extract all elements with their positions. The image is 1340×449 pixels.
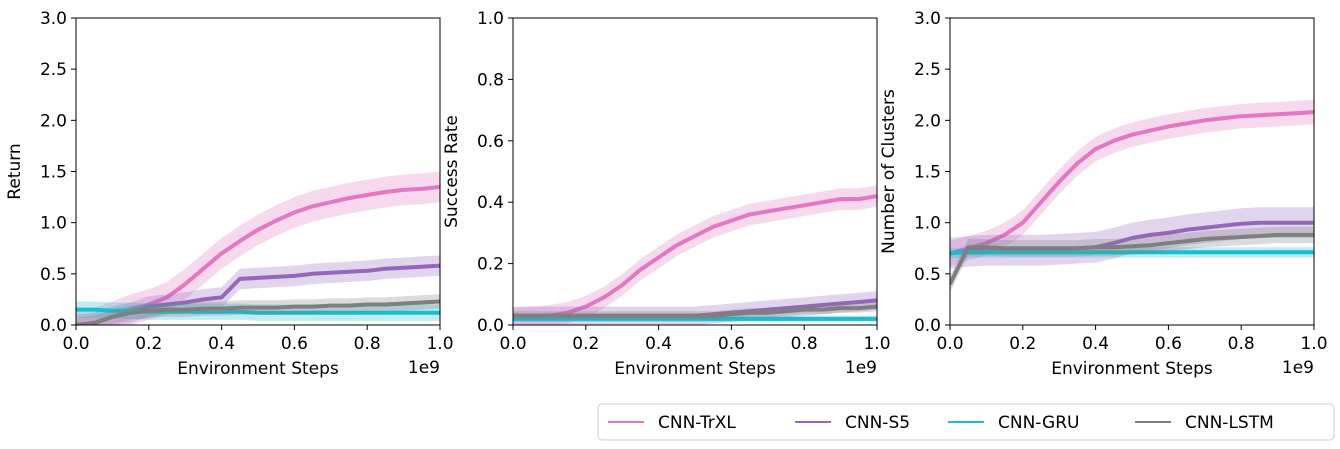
- chart-panel-3: 0.0 0.5 1.0 1.5 2.0 2.5 3.0 0.0 0.2 0.4 0.6 0.8 1.0 E…: [879, 9, 1328, 379]
- y-tick-label: 0.2: [477, 255, 504, 275]
- x-tick-label: 0.2: [1009, 334, 1036, 354]
- x-tick-label: 0.2: [572, 334, 599, 354]
- y-tick-label: 3.0: [914, 9, 941, 29]
- chart-panel-2: 0.0 0.2 0.4 0.6 0.8 1.0 0.0 0.2 0.4 0.6 0.8 1.0 Envi…: [442, 9, 891, 379]
- x-tick-label: 0.6: [718, 334, 745, 354]
- y-tick-label: 0.5: [914, 265, 941, 285]
- series-cnn-lstm: [76, 294, 440, 325]
- y-tick-label: 1.0: [914, 214, 941, 234]
- x-axis-label: Environment Steps: [1051, 359, 1213, 379]
- y-tick-label: 2.5: [914, 60, 941, 80]
- y-tick-label: 0.0: [477, 316, 504, 336]
- legend: CNN-TrXL CNN-S5 CNN-GRU CNN-LSTM: [597, 403, 1335, 441]
- y-tick-label: 2.0: [914, 111, 941, 131]
- y-tick-label: 0.4: [477, 193, 504, 213]
- confidence-band: [513, 185, 877, 325]
- y-tick-label: 0.6: [477, 132, 504, 152]
- chart-panels: 0.0 0.5 1.0 1.5 2.0 2.5 3.0 0.0 0.2 0.4 0.6 0.8 1.0 E…: [5, 9, 1328, 379]
- x-tick-label: 0.4: [645, 334, 672, 354]
- confidence-band: [950, 226, 1314, 293]
- legend-label: CNN-GRU: [998, 413, 1080, 433]
- y-tick-label: 0.8: [477, 70, 504, 90]
- x-multiplier-label: 1e9: [1282, 358, 1314, 378]
- x-tick-label: 0.6: [281, 334, 308, 354]
- x-multiplier-label: 1e9: [845, 358, 877, 378]
- x-axis-label: Environment Steps: [614, 359, 776, 379]
- x-tick-label: 1.0: [1300, 334, 1327, 354]
- x-tick-label: 0.8: [1228, 334, 1255, 354]
- y-axis-label: Return: [5, 143, 25, 199]
- legend-item-cnn-lstm: CNN-LSTM: [1135, 413, 1274, 433]
- y-tick-label: 0.5: [40, 265, 67, 285]
- chart-panel-1: 0.0 0.5 1.0 1.5 2.0 2.5 3.0 0.0 0.2 0.4 0.6 0.8 1.0 E…: [5, 9, 454, 379]
- axes-frame: [949, 17, 1315, 326]
- plot-area: [513, 185, 877, 325]
- legend-item-cnn-gru: CNN-GRU: [948, 413, 1080, 433]
- y-tick-label: 0.0: [40, 316, 67, 336]
- y-tick-label: 1.5: [914, 163, 941, 183]
- x-tick-label: 0.4: [1082, 334, 1109, 354]
- x-tick-label: 0.8: [791, 334, 818, 354]
- x-tick-label: 0.0: [62, 334, 89, 354]
- legend-item-cnn-trxl: CNN-TrXL: [608, 413, 736, 433]
- legend-label: CNN-TrXL: [658, 413, 736, 433]
- x-tick-label: 0.0: [936, 334, 963, 354]
- x-tick-label: 0.8: [354, 334, 381, 354]
- series-cnn-lstm: [950, 226, 1314, 293]
- axes-frame: [512, 17, 878, 326]
- y-tick-label: 2.5: [40, 60, 67, 80]
- x-tick-label: 0.2: [135, 334, 162, 354]
- legend-label: CNN-S5: [845, 413, 910, 433]
- y-tick-label: 1.5: [40, 163, 67, 183]
- x-tick-label: 1.0: [426, 334, 453, 354]
- y-tick-label: 1.0: [477, 9, 504, 29]
- x-tick-label: 0.0: [499, 334, 526, 354]
- y-axis-label: Success Rate: [442, 115, 462, 228]
- legend-item-cnn-s5: CNN-S5: [795, 413, 910, 433]
- legend-label: CNN-LSTM: [1185, 413, 1274, 433]
- plot-area: [76, 171, 440, 325]
- confidence-band: [76, 171, 440, 325]
- x-tick-label: 0.4: [208, 334, 235, 354]
- confidence-band: [76, 294, 440, 325]
- y-tick-label: 2.0: [40, 111, 67, 131]
- y-axis-label: Number of Clusters: [879, 89, 899, 254]
- x-multiplier-label: 1e9: [408, 358, 440, 378]
- y-tick-label: 0.0: [914, 316, 941, 336]
- series-cnn-lstm: [513, 302, 877, 321]
- x-tick-label: 1.0: [863, 334, 890, 354]
- x-axis-label: Environment Steps: [177, 359, 339, 379]
- y-tick-label: 1.0: [40, 214, 67, 234]
- plot-area: [950, 99, 1314, 293]
- x-tick-label: 0.6: [1155, 334, 1182, 354]
- y-tick-label: 3.0: [40, 9, 67, 29]
